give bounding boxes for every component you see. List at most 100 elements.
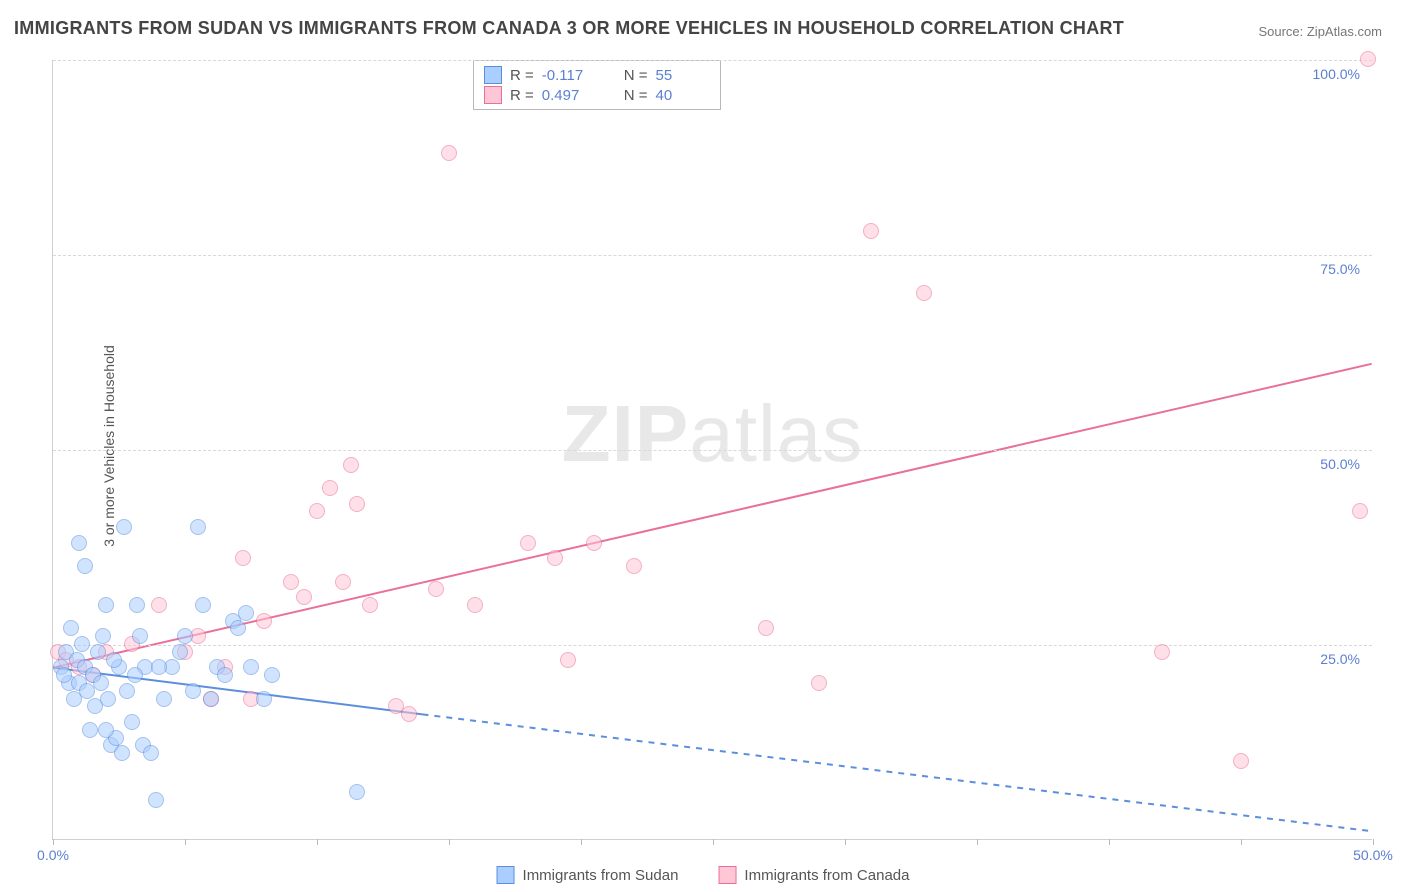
data-point-sudan <box>129 597 145 613</box>
data-point-sudan <box>151 659 167 675</box>
data-point-canada <box>1352 503 1368 519</box>
data-point-sudan <box>100 691 116 707</box>
gridline <box>53 255 1372 256</box>
x-tick <box>53 839 54 845</box>
gridline <box>53 60 1372 61</box>
watermark-zip: ZIP <box>562 389 689 478</box>
n-value-canada: 40 <box>656 87 710 104</box>
data-point-canada <box>343 457 359 473</box>
r-label: R = <box>510 87 534 104</box>
data-point-sudan <box>116 519 132 535</box>
data-point-sudan <box>90 644 106 660</box>
data-point-sudan <box>190 519 206 535</box>
legend-label-canada: Immigrants from Canada <box>744 867 909 884</box>
x-tick <box>317 839 318 845</box>
data-point-sudan <box>93 675 109 691</box>
data-point-sudan <box>243 659 259 675</box>
gridline <box>53 645 1372 646</box>
data-point-canada <box>758 620 774 636</box>
data-point-sudan <box>143 745 159 761</box>
data-point-sudan <box>132 628 148 644</box>
data-point-sudan <box>98 722 114 738</box>
data-point-sudan <box>124 714 140 730</box>
data-point-canada <box>428 581 444 597</box>
n-label: N = <box>624 87 648 104</box>
chart-title: IMMIGRANTS FROM SUDAN VS IMMIGRANTS FROM… <box>14 18 1124 39</box>
series-legend: Immigrants from Sudan Immigrants from Ca… <box>497 866 910 884</box>
x-tick <box>1373 839 1374 845</box>
y-tick-label: 25.0% <box>1320 651 1360 667</box>
swatch-canada <box>484 86 502 104</box>
data-point-canada <box>151 597 167 613</box>
x-tick <box>977 839 978 845</box>
data-point-sudan <box>71 535 87 551</box>
data-point-canada <box>626 558 642 574</box>
x-tick <box>845 839 846 845</box>
r-label: R = <box>510 67 534 84</box>
data-point-sudan <box>82 722 98 738</box>
data-point-canada <box>520 535 536 551</box>
data-point-canada <box>1154 644 1170 660</box>
data-point-canada <box>1360 51 1376 67</box>
data-point-canada <box>349 496 365 512</box>
y-tick-label: 50.0% <box>1320 456 1360 472</box>
data-point-sudan <box>238 605 254 621</box>
data-point-canada <box>362 597 378 613</box>
stats-row-canada: R = 0.497 N = 40 <box>484 85 710 105</box>
scatter-plot-area: ZIPatlas R = -0.117 N = 55 R = 0.497 N =… <box>52 60 1372 840</box>
legend-item-canada: Immigrants from Canada <box>718 866 909 884</box>
x-tick <box>581 839 582 845</box>
gridline <box>53 450 1372 451</box>
data-point-canada <box>547 550 563 566</box>
data-point-canada <box>256 613 272 629</box>
n-label: N = <box>624 67 648 84</box>
data-point-canada <box>1233 753 1249 769</box>
x-tick-label: 0.0% <box>37 847 69 863</box>
data-point-canada <box>235 550 251 566</box>
data-point-sudan <box>98 597 114 613</box>
stats-row-sudan: R = -0.117 N = 55 <box>484 65 710 85</box>
data-point-sudan <box>156 691 172 707</box>
x-tick <box>713 839 714 845</box>
n-value-sudan: 55 <box>656 67 710 84</box>
data-point-sudan <box>217 667 233 683</box>
data-point-canada <box>283 574 299 590</box>
data-point-canada <box>467 597 483 613</box>
data-point-sudan <box>95 628 111 644</box>
trend-line <box>422 714 1371 831</box>
legend-label-sudan: Immigrants from Sudan <box>523 867 679 884</box>
data-point-sudan <box>203 691 219 707</box>
r-value-sudan: -0.117 <box>542 67 596 84</box>
data-point-canada <box>401 706 417 722</box>
data-point-canada <box>322 480 338 496</box>
data-point-canada <box>441 145 457 161</box>
data-point-canada <box>296 589 312 605</box>
data-point-sudan <box>119 683 135 699</box>
data-point-canada <box>560 652 576 668</box>
x-tick-label: 50.0% <box>1353 847 1393 863</box>
data-point-sudan <box>114 745 130 761</box>
data-point-canada <box>309 503 325 519</box>
data-point-sudan <box>56 667 72 683</box>
x-tick <box>449 839 450 845</box>
data-point-sudan <box>127 667 143 683</box>
data-point-sudan <box>172 644 188 660</box>
y-tick-label: 75.0% <box>1320 261 1360 277</box>
data-point-sudan <box>148 792 164 808</box>
swatch-sudan <box>484 66 502 84</box>
data-point-canada <box>916 285 932 301</box>
watermark-atlas: atlas <box>689 389 863 478</box>
source-attribution: Source: ZipAtlas.com <box>1258 24 1382 39</box>
data-point-canada <box>811 675 827 691</box>
y-tick-label: 100.0% <box>1313 66 1360 82</box>
data-point-canada <box>586 535 602 551</box>
legend-item-sudan: Immigrants from Sudan <box>497 866 679 884</box>
swatch-canada <box>718 866 736 884</box>
data-point-sudan <box>185 683 201 699</box>
correlation-stats-legend: R = -0.117 N = 55 R = 0.497 N = 40 <box>473 60 721 110</box>
data-point-sudan <box>195 597 211 613</box>
data-point-canada <box>863 223 879 239</box>
data-point-sudan <box>77 558 93 574</box>
data-point-sudan <box>106 652 122 668</box>
data-point-sudan <box>177 628 193 644</box>
